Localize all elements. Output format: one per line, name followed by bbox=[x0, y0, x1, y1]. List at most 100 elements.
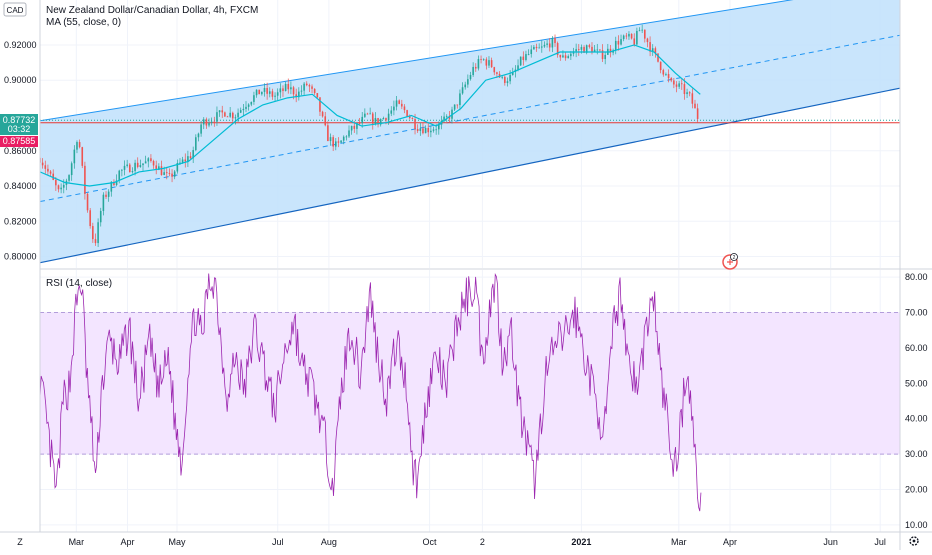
candle-body bbox=[231, 112, 234, 119]
ma55-line[interactable] bbox=[40, 44, 701, 187]
candle-body bbox=[255, 89, 258, 96]
candle-body bbox=[659, 61, 662, 71]
last-price-label: 0.87732 bbox=[3, 115, 36, 125]
x-tick-label: Jun bbox=[823, 537, 838, 547]
candle-body bbox=[41, 162, 44, 166]
time-axis[interactable]: Mar Apr May Jul Aug Oct 2 2021 Mar Apr Jun Jul bbox=[69, 537, 886, 547]
x-tick-label: Mar bbox=[671, 537, 687, 547]
candle-body bbox=[504, 76, 506, 83]
rsi-tick-label: 80.00 bbox=[905, 272, 928, 282]
candle-body bbox=[416, 129, 419, 131]
candle-body bbox=[459, 93, 461, 106]
price-tick-label: 0.82000 bbox=[4, 216, 37, 226]
candle-body bbox=[348, 130, 350, 137]
candle-body bbox=[366, 113, 369, 115]
candle-body bbox=[614, 40, 617, 51]
candle-body bbox=[609, 48, 612, 53]
candle-body bbox=[123, 165, 126, 170]
candle-body bbox=[205, 119, 208, 126]
candle-body bbox=[364, 113, 366, 117]
candle-body bbox=[298, 91, 300, 98]
candle-body bbox=[68, 175, 70, 181]
candle-body bbox=[651, 48, 654, 52]
candle-body bbox=[688, 92, 691, 94]
candle-body bbox=[501, 76, 503, 78]
candle-body bbox=[506, 81, 509, 83]
candle-body bbox=[158, 166, 160, 170]
candle-body bbox=[327, 125, 329, 142]
candle-body bbox=[419, 128, 422, 131]
rsi-legend[interactable]: RSI (14, close) bbox=[46, 278, 112, 289]
events-marker[interactable]: 2 bbox=[722, 253, 738, 270]
price-tick-label: 0.84000 bbox=[4, 181, 37, 191]
candle-body bbox=[134, 162, 136, 172]
candle-body bbox=[422, 128, 424, 134]
main-price-axis[interactable]: 0.80000 0.82000 0.84000 0.86000 0.90000 0.920… bbox=[4, 40, 37, 262]
symbol-title[interactable]: New Zealand Dollar/Canadian Dollar, 4h, … bbox=[46, 5, 258, 16]
candle-body bbox=[641, 29, 643, 31]
candle-body bbox=[192, 150, 194, 159]
candle-body bbox=[81, 147, 84, 166]
candle-body bbox=[548, 43, 551, 48]
candle-body bbox=[403, 106, 406, 111]
candle-body bbox=[482, 59, 485, 61]
candle-body bbox=[160, 166, 163, 175]
channel-mid-line[interactable] bbox=[40, 34, 900, 203]
candle-body bbox=[229, 112, 231, 117]
ma-legend[interactable]: MA (55, close, 0) bbox=[46, 17, 121, 28]
candle-body bbox=[379, 119, 382, 125]
candle-body bbox=[311, 86, 313, 89]
rsi-line[interactable] bbox=[40, 273, 702, 512]
candle-body bbox=[340, 140, 342, 143]
candle-body bbox=[593, 49, 596, 53]
candle-body bbox=[49, 171, 52, 174]
candle-body bbox=[559, 54, 562, 58]
candle-body bbox=[358, 123, 361, 124]
channel-upper-line[interactable] bbox=[40, 0, 900, 122]
candle-body bbox=[680, 83, 683, 85]
candle-body bbox=[678, 83, 680, 87]
candle-body bbox=[519, 56, 522, 66]
candle-body bbox=[152, 160, 155, 166]
candle-body bbox=[377, 118, 379, 125]
settings-gear-icon[interactable] bbox=[909, 536, 919, 546]
candle-body bbox=[105, 194, 107, 197]
candle-body bbox=[406, 110, 408, 117]
rsi-value-axis[interactable]: 10.00 20.00 30.00 40.00 50.00 60.00 70.00 80.00 bbox=[905, 272, 928, 530]
candle-body bbox=[224, 112, 226, 117]
candle-body bbox=[390, 110, 393, 114]
candle-body bbox=[295, 94, 297, 98]
candle-body bbox=[554, 37, 556, 44]
candle-body bbox=[150, 158, 152, 161]
candle-body bbox=[583, 47, 585, 53]
candle-body bbox=[350, 125, 353, 131]
candle-body bbox=[245, 106, 247, 109]
candle-body bbox=[385, 118, 387, 121]
candle-body bbox=[337, 141, 340, 143]
candle-body bbox=[60, 187, 62, 190]
candle-body bbox=[387, 113, 390, 121]
rsi-tick-label: 60.00 bbox=[905, 343, 928, 353]
rsi-tick-label: 30.00 bbox=[905, 449, 928, 459]
x-tick-label: Oct bbox=[423, 537, 438, 547]
candle-body bbox=[562, 55, 564, 58]
candle-body bbox=[319, 97, 321, 112]
candle-body bbox=[430, 130, 432, 133]
candle-body bbox=[599, 49, 601, 51]
rsi-tick-label: 70.00 bbox=[905, 307, 928, 317]
regression-channel-fill[interactable] bbox=[40, 0, 900, 263]
candle-body bbox=[266, 88, 268, 94]
candle-body bbox=[97, 222, 99, 244]
candle-body bbox=[374, 118, 377, 124]
channel-lower-line[interactable] bbox=[40, 87, 900, 264]
candle-body bbox=[401, 103, 403, 107]
candle-body bbox=[226, 116, 229, 118]
main-pane bbox=[40, 0, 900, 264]
candle-body bbox=[398, 100, 400, 104]
candle-body bbox=[313, 88, 316, 94]
bottom-left-marker[interactable]: Z bbox=[17, 537, 23, 547]
candle-body bbox=[604, 54, 606, 60]
candle-body bbox=[276, 92, 279, 96]
candle-body bbox=[525, 54, 527, 60]
